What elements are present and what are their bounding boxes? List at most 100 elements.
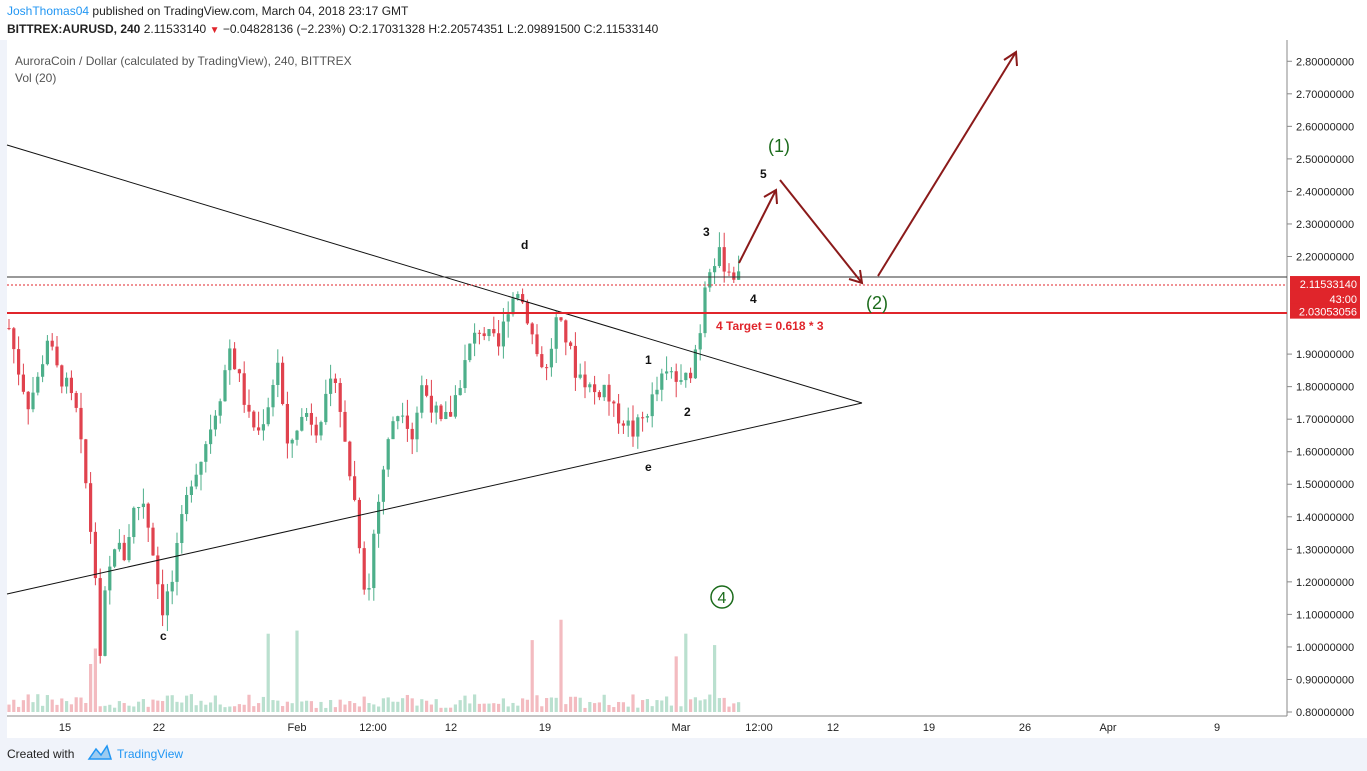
volume-bar [60,698,64,712]
volume-bar [165,695,169,712]
x-tick-label: Feb [288,722,307,734]
tradingview-logo-icon[interactable] [87,743,113,763]
y-tick-label: 1.60000000 [1296,447,1354,459]
candle-body [108,566,112,591]
volume-bar [727,706,731,712]
volume-bar [372,704,376,712]
candle-body [324,393,328,423]
arrow-head-5 [763,188,778,205]
candle-body [218,401,222,416]
volume-bar [305,700,309,712]
triangle-lower-trendline[interactable] [6,402,863,595]
volume-bar [185,695,189,712]
wave-label-2: 2 [684,405,691,419]
candle-body [141,503,145,508]
volume-bar [113,707,117,712]
volume-bar [161,701,165,712]
plot-area [7,40,1287,716]
candle-body [122,542,126,561]
volume-bar [732,703,736,712]
candle-body [69,377,73,394]
volume-bar [612,707,616,712]
candle-body [737,271,741,280]
y-tick-label: 0.90000000 [1296,674,1354,686]
candle-body [161,584,165,616]
volume-bar [343,704,347,712]
volume-bar [482,703,486,712]
candle-body [429,395,433,413]
y-tick-label: 1.40000000 [1296,512,1354,524]
candle-body [343,411,347,442]
candle-body [175,543,179,582]
arrow-to-5[interactable] [738,189,777,264]
volume-bar [117,701,121,712]
volume-bar [41,705,45,712]
candle-body [281,362,285,405]
candle-body [137,507,141,509]
candle-body [492,329,496,334]
volume-bar [357,706,361,712]
candle-body [117,542,121,550]
volume-bar [525,699,529,712]
candle-body [276,362,280,386]
y-tick-label: 2.50000000 [1296,154,1354,166]
arrow-up[interactable] [877,51,1017,277]
volume-bar [362,696,366,712]
candle-body [530,323,534,335]
author-link[interactable]: JoshThomas04 [7,4,90,18]
x-tick-label: 15 [59,722,71,734]
candle-body [453,395,457,417]
volume-bar [535,695,539,712]
price-label-box [1290,290,1360,306]
candle-body [180,514,184,544]
volume-bar [497,703,501,712]
projection-arrows[interactable] [738,50,1018,285]
volume-bar [242,704,246,712]
volume-bar [228,706,232,712]
volume-bar [319,701,323,712]
candle-body [156,555,160,585]
y-tick-label: 2.20000000 [1296,251,1354,263]
candle-body [449,411,453,417]
volume-bar [674,656,678,712]
candle-body [420,385,424,413]
candle-body [641,417,645,419]
volume-bar [386,697,390,712]
candle-body [300,416,304,431]
candle-body [329,378,333,394]
publish-line: JoshThomas04 published on TradingView.co… [7,4,408,18]
volume-bar [501,698,505,712]
volume-bar [665,696,669,712]
volume-bar [588,701,592,712]
candle-body [84,439,88,484]
candle-body [612,401,616,404]
x-tick-label: 19 [539,722,551,734]
candle-body [98,578,102,656]
volume-bar [79,697,83,712]
volume-bar [669,705,673,712]
volume-bar [737,702,741,712]
candle-body [516,294,520,299]
tradingview-link[interactable]: TradingView [117,747,184,761]
arrow-to-2[interactable] [779,179,863,284]
volume-bar [492,703,496,712]
price-label-box [1290,276,1360,292]
triangle-upper-trendline[interactable] [6,144,863,404]
candle-body [93,531,97,579]
candle-body [703,287,707,334]
volume-bar [189,694,193,712]
candle-body [36,376,40,393]
candle-body [732,272,736,280]
price-chart[interactable]: 2.80000000 2.70000000 2.60000000 2.50000000… [0,40,1367,738]
candle-body [357,499,361,549]
candle-body [247,404,251,412]
volume-bar [506,706,510,712]
candle-body [521,294,525,303]
candle-body [7,328,11,330]
time-axis [7,716,1287,738]
volume-bar [300,701,304,712]
candle-body [26,391,30,410]
candle-body [223,370,227,402]
volume-bar [559,619,563,712]
volume-bar [141,699,145,712]
